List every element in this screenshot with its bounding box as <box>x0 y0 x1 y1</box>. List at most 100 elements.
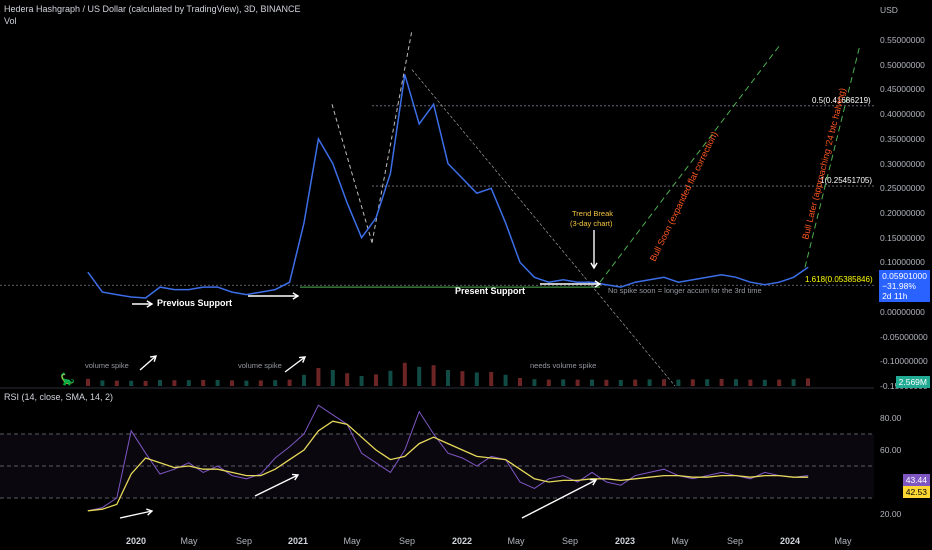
price-point <box>663 276 665 278</box>
price-point <box>649 279 651 281</box>
rsi-sma-point <box>202 468 204 470</box>
rsi-point <box>102 507 103 508</box>
time-tick-label: 2023 <box>614 536 636 546</box>
price-point <box>519 261 521 263</box>
rsi-tick-label: 80.00 <box>880 413 902 423</box>
rsi-sma-point <box>519 468 521 470</box>
volume-spike-label-2: volume spike <box>238 361 282 370</box>
volume-arrow-1[interactable] <box>139 355 157 371</box>
rsi-sma-point <box>289 459 290 460</box>
price-point <box>101 291 103 293</box>
rsi-sma-point <box>764 475 766 476</box>
volume-bar <box>172 380 177 386</box>
price-point <box>87 271 89 273</box>
rsi-point <box>361 452 362 454</box>
rsi-point <box>649 472 650 473</box>
rsi-arrow-3[interactable] <box>521 479 597 519</box>
last-price-value: 0.05901000 <box>882 271 927 281</box>
price-point <box>116 294 118 296</box>
time-tick-label: May <box>834 536 852 546</box>
rsi-point <box>116 497 118 499</box>
volume-bar <box>186 380 191 386</box>
price-point <box>476 192 478 194</box>
volume-spike-label-1: volume spike <box>85 361 129 370</box>
rsi-point <box>807 475 809 476</box>
rsi-arrow-1[interactable] <box>119 510 153 519</box>
volume-bar <box>690 379 695 386</box>
rsi-sma-point <box>390 459 391 460</box>
rsi-sma-point <box>692 476 694 478</box>
rsi-point <box>519 481 521 483</box>
rsi-sma-point <box>159 462 161 464</box>
price-tick-label: 0.10000000 <box>880 257 925 268</box>
price-point <box>130 296 132 298</box>
rsi-sma-point <box>577 480 578 481</box>
price-tick-label: 0.55000000 <box>880 35 925 45</box>
rsi-point <box>534 488 535 489</box>
rsi-point <box>375 462 377 464</box>
guide-line[interactable] <box>331 104 373 243</box>
logo-icon: 🦕 <box>60 372 75 386</box>
rsi-point <box>577 481 578 483</box>
price-point <box>404 74 406 76</box>
fib-1618-label: 1.618(0.05385846) <box>805 275 873 284</box>
rsi-sma-point <box>562 480 564 481</box>
volume-bar <box>518 378 522 386</box>
price-point <box>807 266 809 268</box>
rsi-sma-point <box>505 459 506 460</box>
price-point <box>735 276 737 278</box>
fib-1-label: 1(0.25451705) <box>820 176 872 185</box>
rsi-sma-point <box>663 475 665 476</box>
volume-bar <box>86 378 90 386</box>
rsi-point <box>303 433 305 435</box>
rsi-sma-point <box>130 473 132 475</box>
price-point <box>418 123 420 125</box>
volume-bar <box>618 380 623 386</box>
price-tick-label: 0.45000000 <box>880 84 925 95</box>
rsi-point <box>562 475 564 476</box>
rsi-point <box>274 457 276 459</box>
price-point <box>202 286 204 288</box>
volume-bar <box>388 370 393 386</box>
volume-bar <box>734 379 738 386</box>
time-tick-label: 2024 <box>779 536 801 546</box>
volume-bar <box>302 374 306 386</box>
rsi-point <box>490 456 492 457</box>
price-chart-canvas[interactable]: 0.5(0.41686219) 1(0.25451705) 1.618(0.0538… <box>0 0 874 530</box>
volume-bar <box>575 379 580 386</box>
rsi-point <box>634 475 636 476</box>
rsi-arrow-2[interactable] <box>254 474 299 497</box>
price-tick-label: -0.10000000 <box>880 356 928 367</box>
volume-bar <box>446 370 450 386</box>
rsi-sma-point <box>476 456 478 457</box>
candle-countdown: 2d 11h <box>882 291 908 301</box>
rsi-point <box>418 411 420 412</box>
rsi-point <box>548 478 550 480</box>
price-change: −31.98% <box>882 281 916 291</box>
last-price-tag: 0.05901000 −31.98% 2d 11h <box>879 270 930 302</box>
rsi-sma-point <box>260 475 262 476</box>
volume-arrow-2[interactable] <box>284 356 306 373</box>
rsi-point <box>476 465 478 467</box>
volume-bar <box>345 373 350 386</box>
rsi-sma-point <box>116 504 118 505</box>
volume-bar <box>158 380 162 386</box>
time-tick-label: 2020 <box>125 536 147 546</box>
bull-later-projection[interactable] <box>804 44 861 268</box>
volume-bar <box>762 379 767 386</box>
guide-line[interactable] <box>371 30 413 243</box>
price-point <box>433 103 435 105</box>
price-point <box>461 177 463 179</box>
bull-soon-projection[interactable] <box>599 44 781 283</box>
price-point <box>188 289 190 291</box>
price-tick-label: -0.05000000 <box>880 331 928 342</box>
rsi-point <box>404 449 406 451</box>
time-tick-label: Sep <box>235 536 253 546</box>
volume-label: Vol <box>4 16 17 26</box>
rsi-arrow-3-head <box>589 478 598 486</box>
volume-bar <box>676 379 681 386</box>
support-arrow-3-head <box>594 280 602 288</box>
trend-line[interactable] <box>411 69 676 387</box>
rsi-sma-point <box>778 475 780 476</box>
price-axis[interactable]: USD 0.55000000 0.50000000 0.45000000 0.4000… <box>874 0 932 530</box>
